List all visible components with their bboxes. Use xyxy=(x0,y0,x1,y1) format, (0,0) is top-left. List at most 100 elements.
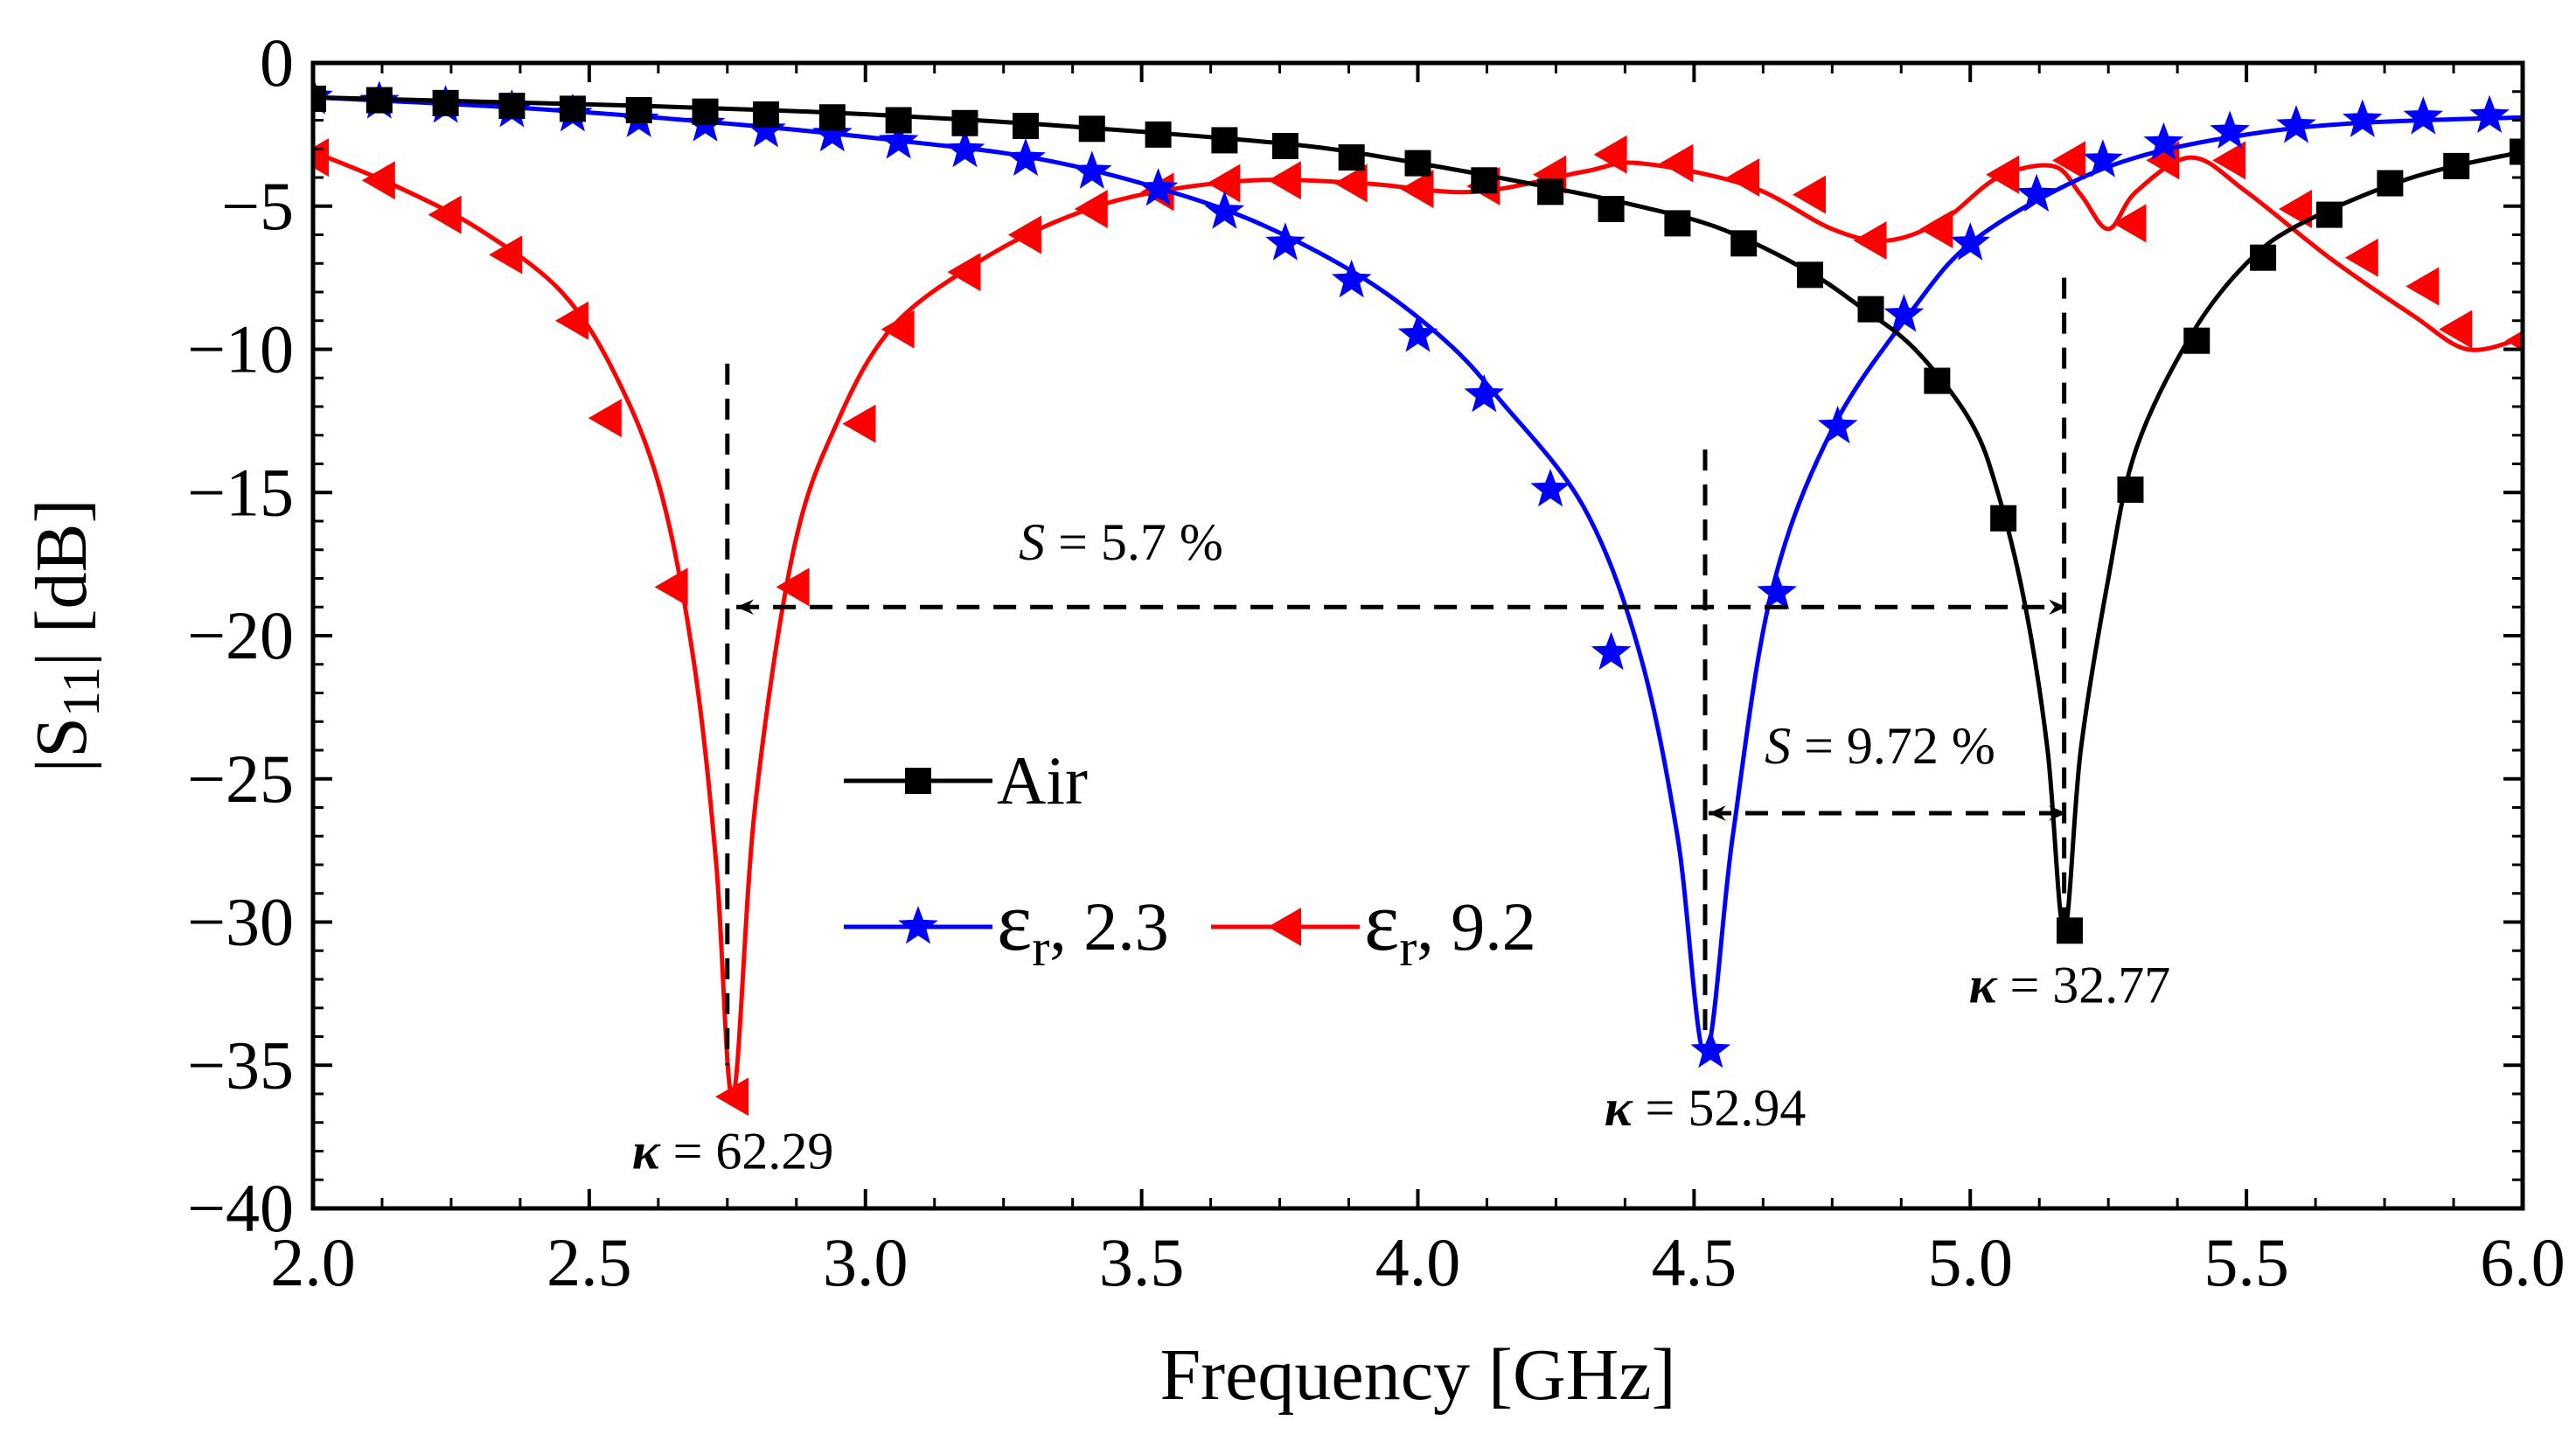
x-tick-label: 4.5 xyxy=(1652,1224,1737,1300)
bandwidth-1-label: S = 5.7 % xyxy=(1019,513,1223,571)
series-marker xyxy=(1012,113,1039,140)
series-marker xyxy=(559,95,586,122)
series-marker xyxy=(361,161,395,200)
series-marker xyxy=(2403,96,2444,135)
series-marker xyxy=(1883,294,1925,332)
series-marker xyxy=(881,310,915,349)
x-tick-label: 2.0 xyxy=(270,1224,356,1300)
series-marker xyxy=(2183,327,2210,354)
series-marker xyxy=(1207,164,1241,203)
series-marker xyxy=(2377,170,2404,197)
y-tick-label: 0 xyxy=(260,24,294,101)
x-tick-label: 2.5 xyxy=(547,1224,632,1300)
series-marker xyxy=(2439,310,2473,349)
series-marker xyxy=(1690,1029,1731,1069)
series-marker xyxy=(1664,210,1691,237)
series-marker xyxy=(692,98,719,125)
series-marker xyxy=(2016,173,2057,212)
series-marker xyxy=(588,399,622,438)
series-marker xyxy=(1267,161,1301,200)
series-marker xyxy=(1265,222,1305,261)
series-marker xyxy=(1817,405,1858,444)
axes: 2.0 2.5 3.0 3.5 4.0 4.5 5.0 5.5 6.0 0 −5 −10 −15 −20 −… xyxy=(21,24,2566,1416)
series-marker xyxy=(1950,222,1991,261)
y-tick-label: −10 xyxy=(187,311,294,387)
series-marker xyxy=(1138,168,1179,206)
series-marker xyxy=(1145,121,1172,148)
series-marker xyxy=(1074,190,1108,229)
series-marker xyxy=(1471,167,1498,194)
series-marker xyxy=(2051,141,2085,180)
legend-er23-label: εr, 2.3 xyxy=(997,874,1169,977)
y-tick-label: −25 xyxy=(187,741,294,817)
series-marker xyxy=(1537,178,1564,205)
series-marker xyxy=(2405,267,2440,306)
series-marker xyxy=(2343,99,2383,137)
legend: Air εr, 2.3 εr, 9.2 xyxy=(844,742,1536,977)
series-marker xyxy=(1071,150,1112,189)
series-marker xyxy=(554,301,588,340)
y-tick-label: −30 xyxy=(187,884,294,960)
series-line xyxy=(313,150,2523,1099)
series-marker xyxy=(2505,331,2523,352)
series-marker xyxy=(654,567,688,607)
series-marker xyxy=(878,121,919,159)
series-marker xyxy=(2315,201,2343,228)
series-0 xyxy=(313,85,2523,944)
series-marker xyxy=(1331,259,1372,298)
series-marker xyxy=(2083,139,2123,178)
series-marker xyxy=(1338,144,1365,171)
y-tick-label: −40 xyxy=(187,1170,294,1246)
x-tick-label: 6.0 xyxy=(2480,1224,2566,1300)
plot-frame xyxy=(310,60,2525,1211)
y-tick-label: −15 xyxy=(187,454,294,530)
series-marker xyxy=(1793,175,1827,214)
series-marker xyxy=(1204,191,1245,229)
series-marker xyxy=(1857,296,1884,323)
series-marker xyxy=(1853,221,1887,261)
x-tick-label: 4.0 xyxy=(1375,1224,1461,1300)
kappa-label: κ = 62.29 xyxy=(632,1122,834,1180)
series-marker xyxy=(1660,143,1694,183)
series-marker xyxy=(1757,571,1797,610)
series-marker xyxy=(951,109,978,136)
series-marker xyxy=(1333,164,1368,203)
series-marker xyxy=(1006,137,1046,177)
series-marker xyxy=(428,195,462,234)
series-marker xyxy=(2276,105,2316,143)
series-marker xyxy=(2443,152,2470,179)
series-marker xyxy=(2510,138,2523,165)
series-marker xyxy=(2212,141,2246,180)
series-marker xyxy=(753,101,780,128)
series-marker xyxy=(885,107,912,134)
series-marker xyxy=(715,1077,749,1117)
x-axis-title: Frequency [GHz] xyxy=(1159,1334,1675,1416)
legend-air-marker xyxy=(905,768,931,794)
series-2 xyxy=(313,135,2523,1117)
x-tick-label: 5.0 xyxy=(1928,1224,2014,1300)
legend-air-label: Air xyxy=(997,742,1088,818)
series-marker xyxy=(2113,204,2147,243)
series-marker xyxy=(2344,238,2378,277)
x-tick-label: 3.0 xyxy=(823,1224,909,1300)
y-tick-label: −5 xyxy=(221,168,294,244)
series-marker xyxy=(2117,476,2144,503)
series-marker xyxy=(1397,314,1438,352)
kappa-label: κ = 32.77 xyxy=(1969,956,2171,1013)
series-marker xyxy=(1007,215,1041,254)
series-marker xyxy=(432,89,459,116)
series-marker xyxy=(842,404,876,443)
series-marker xyxy=(1924,367,1951,394)
series-marker xyxy=(2143,122,2184,161)
series-marker xyxy=(812,113,853,152)
bandwidth-2-label: S = 9.72 % xyxy=(1765,717,1995,775)
series-marker xyxy=(2210,110,2250,149)
series-marker xyxy=(746,109,786,148)
series-marker xyxy=(498,93,526,120)
series-marker xyxy=(1593,135,1627,174)
series-marker xyxy=(1078,115,1105,143)
annotation-layer: S = 5.7 % S = 9.72 % κ = 62.29 κ = 52.94 κ =… xyxy=(632,277,2171,1180)
legend-er92-marker xyxy=(1268,908,1301,946)
series-marker xyxy=(1530,469,1570,507)
